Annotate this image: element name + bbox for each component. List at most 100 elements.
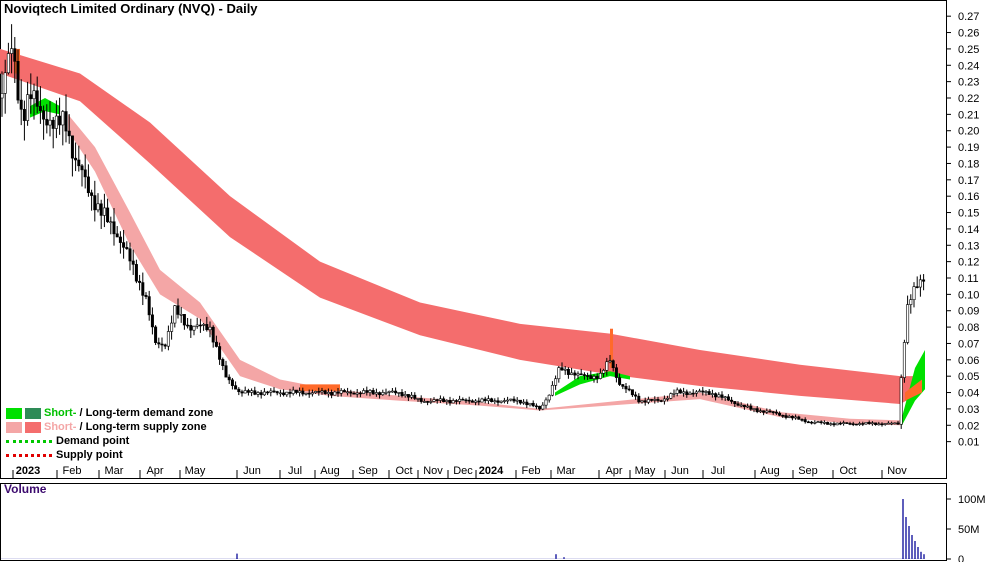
price-bar-body (570, 372, 574, 375)
legend-supply-point: Supply point (6, 448, 213, 462)
legend-demand-rest: Long-term demand zone (85, 407, 214, 419)
price-bar-body (86, 176, 90, 194)
price-bar-body (752, 408, 756, 410)
price-bar-body (186, 324, 190, 327)
price-bar-body (474, 400, 478, 403)
price-bar-body (365, 390, 369, 393)
price-bar-body (198, 324, 202, 327)
price-bar-body (416, 398, 420, 400)
price-bar-body (166, 331, 170, 347)
price-bar-body (298, 390, 302, 393)
price-bar-body (374, 392, 378, 395)
price-bar-body (451, 400, 455, 404)
x-tick-label: Jul (288, 465, 302, 477)
price-bar-body (275, 391, 279, 394)
price-bar-body (579, 373, 583, 376)
price-bar-body (467, 399, 471, 402)
price-bar-body (144, 295, 148, 297)
x-tick-label: May (185, 465, 206, 477)
price-bar-body (246, 390, 250, 393)
legend-sep2: / (76, 421, 86, 433)
price-bar-body (592, 376, 596, 379)
price-bar-body (720, 394, 724, 398)
price-bar-body (867, 422, 871, 425)
price-bar-body (208, 326, 212, 331)
price-bar-body (586, 375, 590, 377)
price-bar-body (672, 393, 676, 395)
price-bar-body (381, 392, 385, 396)
price-bar-body (352, 392, 356, 395)
price-bar-body (739, 404, 743, 407)
price-bar-body (304, 392, 308, 395)
x-tick-label: May (635, 465, 656, 477)
price-bar-body (406, 394, 410, 398)
price-bar-body (880, 423, 884, 426)
price-bar-body (125, 247, 129, 250)
price-bar-body (32, 90, 36, 100)
volume-y-tick-label: 0 (958, 554, 964, 562)
price-bar-body (438, 398, 442, 401)
price-bar-body (134, 264, 138, 282)
price-bar-body (659, 400, 663, 402)
price-bar-body (237, 388, 241, 393)
price-bar-body (538, 405, 542, 410)
price-bar-body (205, 324, 209, 331)
price-bar-body (755, 408, 759, 413)
price-bar-body (864, 422, 868, 425)
price-bar-body (643, 400, 647, 403)
price-bar-body (413, 394, 417, 399)
price-bar-body (765, 410, 769, 413)
price-bar-body (707, 391, 711, 395)
price-bar-body (918, 279, 922, 288)
price-bar-body (227, 376, 231, 381)
price-bar-body (669, 393, 673, 399)
price-y-tick-label: 0.09 (958, 306, 979, 318)
price-bar-body (26, 94, 30, 121)
price-bar-body (330, 392, 334, 396)
price-bar-body (675, 389, 679, 394)
price-bar-body (512, 398, 516, 402)
price-bar-body (461, 398, 465, 401)
price-bar-body (784, 415, 788, 418)
price-y-tick-label: 0.17 (958, 175, 979, 187)
price-bar-body (45, 118, 49, 126)
price-bar-body (547, 394, 551, 401)
price-bar-body (102, 207, 106, 216)
price-bar-body (317, 391, 321, 393)
price-bar-body (58, 115, 62, 126)
price-bar-body (378, 392, 382, 396)
price-bar-body (109, 221, 113, 224)
price-bar-body (397, 392, 401, 394)
legend-demand-zone: Short- / Long-term demand zone (6, 406, 213, 420)
price-bar-body (838, 422, 842, 425)
price-bar-body (13, 48, 17, 62)
long-term-supply-zone (0, 48, 922, 405)
price-y-tick-label: 0.22 (958, 93, 979, 105)
price-bar-body (870, 422, 874, 425)
price-bar-body (816, 421, 820, 423)
price-bar-body (557, 367, 561, 380)
price-bar-body (192, 325, 196, 331)
price-bar-body (573, 372, 577, 376)
price-bar-body (394, 390, 398, 394)
price-bar-body (509, 398, 513, 401)
price-bar-body (390, 390, 394, 393)
price-bar-body (851, 423, 855, 426)
price-bar-body (506, 399, 510, 402)
price-bar-body (179, 314, 183, 316)
price-bar-body (96, 203, 100, 211)
transition-mark (300, 384, 340, 391)
price-bar-body (230, 379, 234, 386)
price-bar-body (419, 398, 423, 402)
price-bar-body (371, 390, 375, 395)
price-bar-body (490, 398, 494, 402)
price-y-tick-label: 0.04 (958, 388, 979, 400)
price-y-tick-label: 0.26 (958, 28, 979, 40)
price-bar-body (525, 401, 529, 406)
price-bar-body (822, 422, 826, 424)
price-bar-body (362, 390, 366, 394)
x-tick-label: Dec (453, 465, 473, 477)
price-bar-body (74, 157, 78, 161)
price-bar-body (112, 221, 116, 235)
